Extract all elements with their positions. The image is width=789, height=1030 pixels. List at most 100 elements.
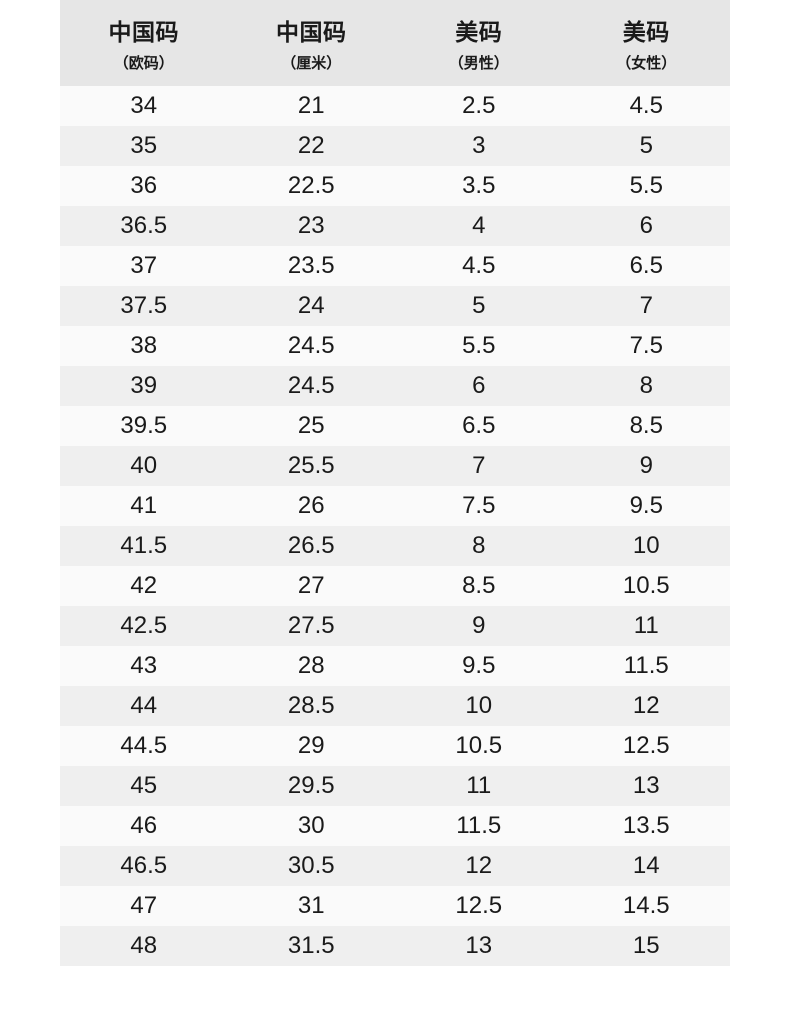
table-row: 36 22.5 3.5 5.5 bbox=[60, 166, 730, 206]
table-row: 42.5 27.5 9 11 bbox=[60, 606, 730, 646]
table-row: 45 29.5 11 13 bbox=[60, 766, 730, 806]
table-cell: 9.5 bbox=[462, 652, 496, 679]
table-cell: 5 bbox=[472, 292, 486, 319]
table-cell: 11.5 bbox=[623, 652, 669, 679]
table-cell: 43 bbox=[130, 652, 158, 679]
table-cell: 7 bbox=[472, 452, 486, 479]
table-cell: 30.5 bbox=[287, 852, 335, 879]
table-row: 38 24.5 5.5 7.5 bbox=[60, 326, 730, 366]
table-cell: 10.5 bbox=[622, 572, 670, 599]
table-row: 42 27 8.5 10.5 bbox=[60, 566, 730, 606]
table-cell: 3 bbox=[472, 132, 486, 159]
table-cell: 5 bbox=[639, 132, 653, 159]
table-row: 48 31.5 13 15 bbox=[60, 926, 730, 966]
table-row: 46.5 30.5 12 14 bbox=[60, 846, 730, 886]
table-row: 37.5 24 5 7 bbox=[60, 286, 730, 326]
table-cell: 26 bbox=[297, 492, 325, 519]
table-cell: 3.5 bbox=[462, 172, 496, 199]
table-cell: 9 bbox=[639, 452, 653, 479]
table-cell: 29.5 bbox=[287, 772, 335, 799]
table-cell: 21 bbox=[297, 92, 325, 119]
table-cell: 35 bbox=[130, 132, 158, 159]
table-cell: 11 bbox=[466, 772, 492, 799]
table-cell: 47 bbox=[130, 892, 158, 919]
column-subtitle: （男性） bbox=[448, 55, 509, 72]
table-cell: 46 bbox=[130, 812, 158, 839]
table-row: 40 25.5 7 9 bbox=[60, 446, 730, 486]
table-cell: 46.5 bbox=[120, 852, 168, 879]
table-cell: 5.5 bbox=[462, 332, 496, 359]
table-cell: 48 bbox=[130, 932, 158, 959]
table-cell: 6.5 bbox=[462, 412, 496, 439]
table-row: 41 26 7.5 9.5 bbox=[60, 486, 730, 526]
table-cell: 5.5 bbox=[629, 172, 663, 199]
table-cell: 37 bbox=[130, 252, 158, 279]
table-cell: 45 bbox=[130, 772, 158, 799]
table-row: 35 22 3 5 bbox=[60, 126, 730, 166]
table-cell: 42 bbox=[130, 572, 158, 599]
table-cell: 6 bbox=[639, 212, 653, 239]
table-cell: 12.5 bbox=[622, 732, 670, 759]
table-row: 43 28 9.5 11.5 bbox=[60, 646, 730, 686]
table-cell: 41.5 bbox=[120, 532, 168, 559]
table-row: 37 23.5 4.5 6.5 bbox=[60, 246, 730, 286]
table-cell: 34 bbox=[130, 92, 158, 119]
table-cell: 7 bbox=[639, 292, 653, 319]
table-cell: 7.5 bbox=[462, 492, 496, 519]
table-row: 41.5 26.5 8 10 bbox=[60, 526, 730, 566]
table-cell: 9 bbox=[472, 612, 486, 639]
table-cell: 24.5 bbox=[287, 332, 335, 359]
table-header-cell-us-men: 美码 （男性） bbox=[395, 0, 563, 86]
table-cell: 10 bbox=[632, 532, 660, 559]
table-row: 34 21 2.5 4.5 bbox=[60, 86, 730, 126]
table-header-cell-us-women: 美码 （女性） bbox=[563, 0, 731, 86]
table-cell: 12 bbox=[632, 692, 660, 719]
table-cell: 12.5 bbox=[455, 892, 503, 919]
table-cell: 36 bbox=[130, 172, 158, 199]
column-title: 美码 bbox=[455, 19, 503, 45]
table-cell: 8.5 bbox=[462, 572, 496, 599]
table-cell: 22.5 bbox=[287, 172, 335, 199]
table-cell: 22 bbox=[297, 132, 325, 159]
table-cell: 29 bbox=[297, 732, 325, 759]
table-cell: 9.5 bbox=[629, 492, 663, 519]
table-cell: 10 bbox=[465, 692, 493, 719]
table-header-cell-cn-eu: 中国码 （欧码） bbox=[60, 0, 228, 86]
table-cell: 6.5 bbox=[629, 252, 663, 279]
table-cell: 23 bbox=[297, 212, 325, 239]
table-cell: 31 bbox=[297, 892, 325, 919]
table-cell: 13 bbox=[632, 772, 660, 799]
table-cell: 11.5 bbox=[456, 812, 502, 839]
table-cell: 27 bbox=[297, 572, 325, 599]
table-cell: 39.5 bbox=[120, 412, 168, 439]
table-cell: 24 bbox=[297, 292, 325, 319]
table-cell: 13 bbox=[465, 932, 493, 959]
table-cell: 4.5 bbox=[629, 92, 663, 119]
table-cell: 4.5 bbox=[462, 252, 496, 279]
table-row: 44 28.5 10 12 bbox=[60, 686, 730, 726]
table-row: 47 31 12.5 14.5 bbox=[60, 886, 730, 926]
table-header-row: 中国码 （欧码） 中国码 （厘米） 美码 （男性） 美码 （女性） bbox=[60, 0, 730, 86]
table-row: 46 30 11.5 13.5 bbox=[60, 806, 730, 846]
table-cell: 42.5 bbox=[120, 612, 168, 639]
column-title: 中国码 bbox=[108, 19, 179, 45]
shoe-size-conversion-table: 中国码 （欧码） 中国码 （厘米） 美码 （男性） 美码 （女性） 34 21 2.… bbox=[60, 0, 730, 966]
table-cell: 28.5 bbox=[287, 692, 335, 719]
table-cell: 26.5 bbox=[287, 532, 335, 559]
table-cell: 14.5 bbox=[622, 892, 670, 919]
table-cell: 8 bbox=[472, 532, 486, 559]
table-row: 39.5 25 6.5 8.5 bbox=[60, 406, 730, 446]
table-row: 44.5 29 10.5 12.5 bbox=[60, 726, 730, 766]
table-cell: 30 bbox=[297, 812, 325, 839]
table-cell: 24.5 bbox=[287, 372, 335, 399]
table-cell: 4 bbox=[472, 212, 486, 239]
table-cell: 8 bbox=[639, 372, 653, 399]
column-title: 中国码 bbox=[276, 19, 347, 45]
table-body: 34 21 2.5 4.5 35 22 3 5 36 22.5 3.5 5.5 36.5 23 4 6 37 23… bbox=[60, 86, 730, 966]
column-subtitle: （女性） bbox=[616, 55, 677, 72]
table-cell: 38 bbox=[130, 332, 158, 359]
table-cell: 2.5 bbox=[462, 92, 496, 119]
table-cell: 31.5 bbox=[287, 932, 335, 959]
table-cell: 28 bbox=[297, 652, 325, 679]
table-cell: 11 bbox=[633, 612, 659, 639]
